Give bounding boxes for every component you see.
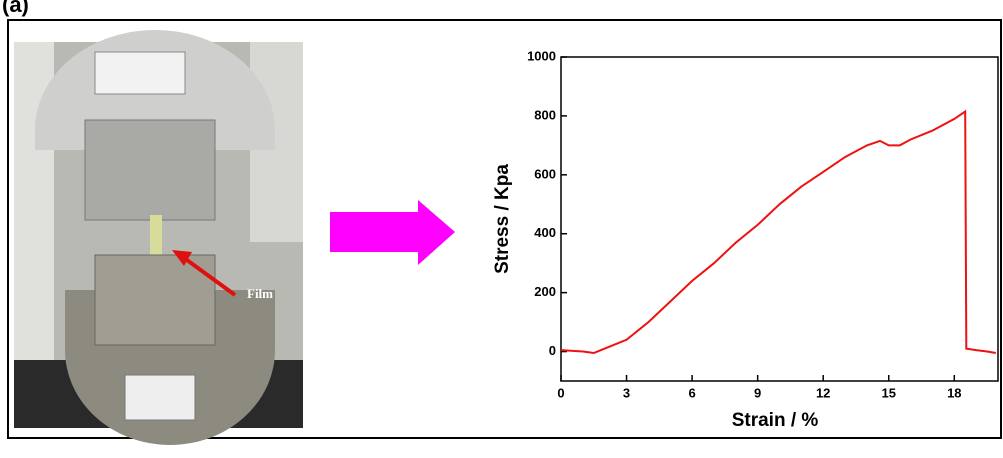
y-tick-label: 200: [534, 284, 556, 299]
plot-frame: [561, 57, 998, 381]
x-tick-label: 6: [688, 385, 695, 400]
y-tick-label: 600: [534, 166, 556, 181]
y-tick-label: 800: [534, 107, 556, 122]
arrow: [330, 200, 455, 265]
y-tick-label: 400: [534, 225, 556, 240]
x-tick-label: 9: [754, 385, 761, 400]
photo: Film: [14, 30, 303, 445]
y-tick-label: 1000: [527, 48, 556, 63]
x-tick-label: 12: [816, 385, 830, 400]
data-line: [561, 112, 996, 354]
y-axis-label: Stress / Kpa: [492, 164, 513, 274]
x-axis-label: Strain / %: [732, 410, 819, 431]
x-tick-label: 3: [623, 385, 630, 400]
x-tick-label: 18: [947, 385, 961, 400]
figure: (a) Film Strain / % Stress / Kpa 0 3 6 9 12 1…: [0, 0, 1003, 458]
x-tick-label: 15: [882, 385, 896, 400]
annotation: Film: [247, 286, 273, 301]
y-tick-label: 0: [549, 343, 556, 358]
panel-label: (a): [2, 0, 29, 17]
x-tick-label: 0: [557, 385, 564, 400]
